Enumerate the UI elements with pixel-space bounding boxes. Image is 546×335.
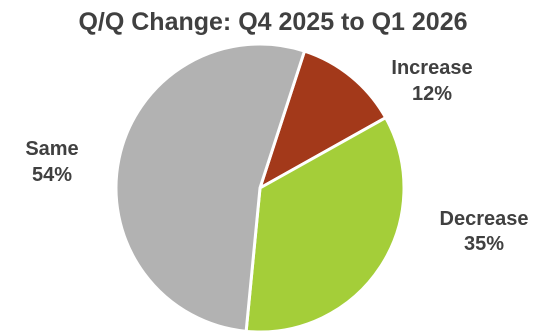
pie-slices xyxy=(114,42,406,334)
pie-slice-decrease xyxy=(244,116,406,334)
slice-label-increase-name: Increase xyxy=(391,57,472,79)
chart-title: Q/Q Change: Q4 2025 to Q1 2026 xyxy=(78,8,467,36)
pie-slice-same xyxy=(114,42,306,333)
slice-label-same-value: 54% xyxy=(32,164,72,186)
slice-label-decrease-name: Decrease xyxy=(440,208,529,230)
slice-label-decrease-value: 35% xyxy=(464,233,504,255)
slice-label-same-name: Same xyxy=(25,138,78,160)
pie-slice-increase xyxy=(258,49,388,190)
slice-label-increase-value: 12% xyxy=(412,83,452,105)
